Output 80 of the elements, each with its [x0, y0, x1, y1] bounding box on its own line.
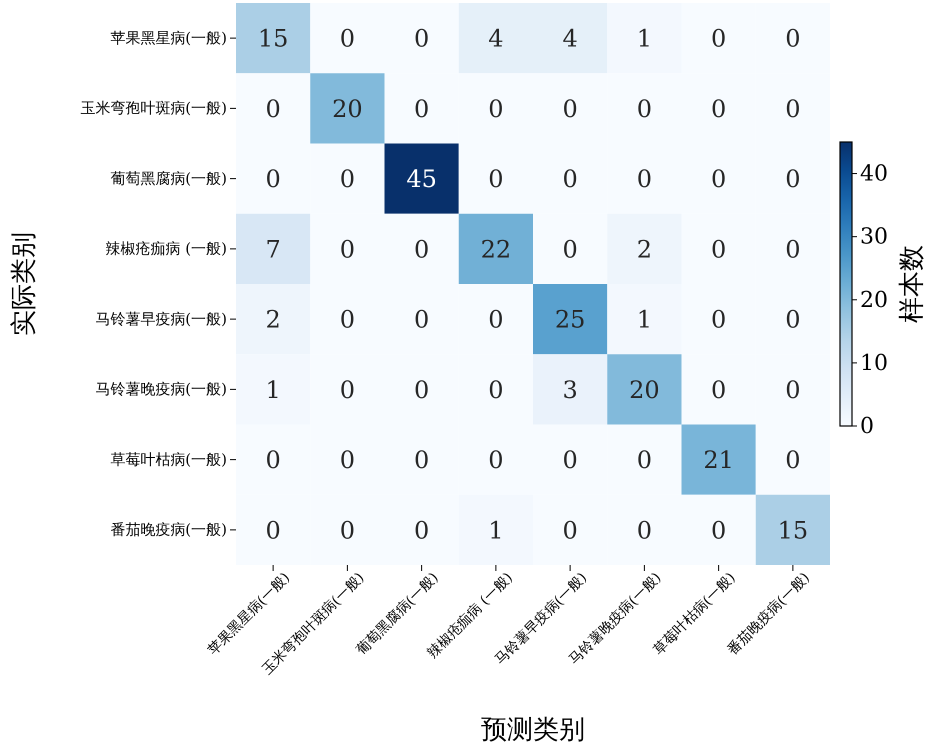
data-label: 0 [488, 94, 504, 123]
data-label: 21 [703, 446, 734, 474]
data-label: 0 [562, 446, 578, 474]
data-label: 0 [265, 165, 281, 194]
data-label: 0 [710, 516, 726, 544]
y-tick-label: 番茄晚疫病(一般) [110, 520, 227, 539]
data-label: 0 [414, 516, 430, 544]
data-label: 0 [488, 376, 504, 404]
data-label: 0 [636, 165, 652, 194]
data-label: 0 [710, 306, 726, 334]
data-label: 0 [710, 24, 726, 53]
data-label: 2 [636, 235, 652, 264]
data-label: 0 [636, 446, 652, 474]
y-tick-label: 苹果黑星病(一般) [110, 28, 227, 47]
data-label: 0 [710, 376, 726, 404]
data-label: 25 [554, 306, 586, 334]
data-label: 7 [265, 235, 281, 264]
data-label: 1 [636, 24, 652, 53]
color-bar-label: 30 [860, 224, 888, 250]
data-label: 3 [562, 376, 578, 404]
data-label: 0 [265, 446, 281, 474]
data-label: 0 [785, 376, 801, 404]
data-label: 1 [636, 306, 652, 334]
data-label: 0 [785, 94, 801, 123]
data-label: 1 [265, 376, 281, 404]
data-label: 0 [414, 306, 430, 334]
data-label: 0 [340, 306, 356, 334]
data-label: 0 [414, 94, 430, 123]
color-bar-title: 样本数 [897, 245, 927, 323]
data-label: 0 [340, 446, 356, 474]
data-label: 0 [562, 165, 578, 194]
data-label: 20 [629, 376, 660, 404]
data-label: 0 [562, 235, 578, 264]
data-label: 0 [636, 94, 652, 123]
data-label: 4 [562, 24, 578, 53]
data-label: 0 [785, 235, 801, 264]
data-label: 0 [785, 165, 801, 194]
data-label: 0 [265, 516, 281, 544]
data-label: 2 [265, 306, 281, 334]
y-tick-label: 辣椒疮痂病 (一般) [106, 240, 227, 258]
y-tick-label: 草莓叶枯病(一般) [110, 450, 227, 468]
data-label: 0 [562, 94, 578, 123]
data-label: 22 [480, 235, 512, 264]
data-label: 4 [488, 24, 504, 53]
data-label: 0 [340, 235, 356, 264]
color-bar-label: 20 [860, 288, 888, 313]
data-label: 0 [414, 24, 430, 53]
data-label: 0 [414, 235, 430, 264]
data-label: 0 [340, 24, 356, 53]
data-label: 0 [710, 235, 726, 264]
data-label: 0 [785, 306, 801, 334]
data-label: 0 [340, 165, 356, 194]
data-label: 0 [562, 516, 578, 544]
color-bar-label: 40 [860, 162, 888, 187]
data-label: 0 [340, 516, 356, 544]
data-label: 15 [258, 24, 288, 53]
data-label: 15 [778, 516, 808, 544]
data-label: 0 [414, 446, 430, 474]
y-tick-label: 马铃薯早疫病(一般) [95, 310, 227, 328]
data-label: 1 [488, 516, 504, 544]
data-label: 45 [406, 165, 437, 194]
data-label: 0 [710, 165, 726, 194]
data-label: 0 [340, 376, 356, 404]
y-tick-label: 马铃薯晚疫病(一般) [95, 380, 227, 398]
color-bar-label: 0 [860, 414, 874, 440]
data-label: 0 [636, 516, 652, 544]
y-axis-title: 实际类别 [9, 232, 39, 336]
data-label: 0 [265, 94, 281, 123]
data-label: 0 [710, 94, 726, 123]
y-tick-label: 葡萄黑腐病(一般) [110, 169, 227, 188]
data-label: 0 [488, 165, 504, 194]
data-label: 20 [332, 94, 363, 123]
data-label: 0 [488, 306, 504, 334]
data-label: 0 [785, 24, 801, 53]
color-bar-label: 10 [860, 350, 888, 376]
y-tick-label: 玉米弯孢叶斑病(一般) [80, 99, 227, 118]
data-label: 0 [785, 446, 801, 474]
x-axis-title: 预测类别 [481, 715, 585, 745]
data-label: 0 [488, 446, 504, 474]
data-label: 0 [414, 376, 430, 404]
